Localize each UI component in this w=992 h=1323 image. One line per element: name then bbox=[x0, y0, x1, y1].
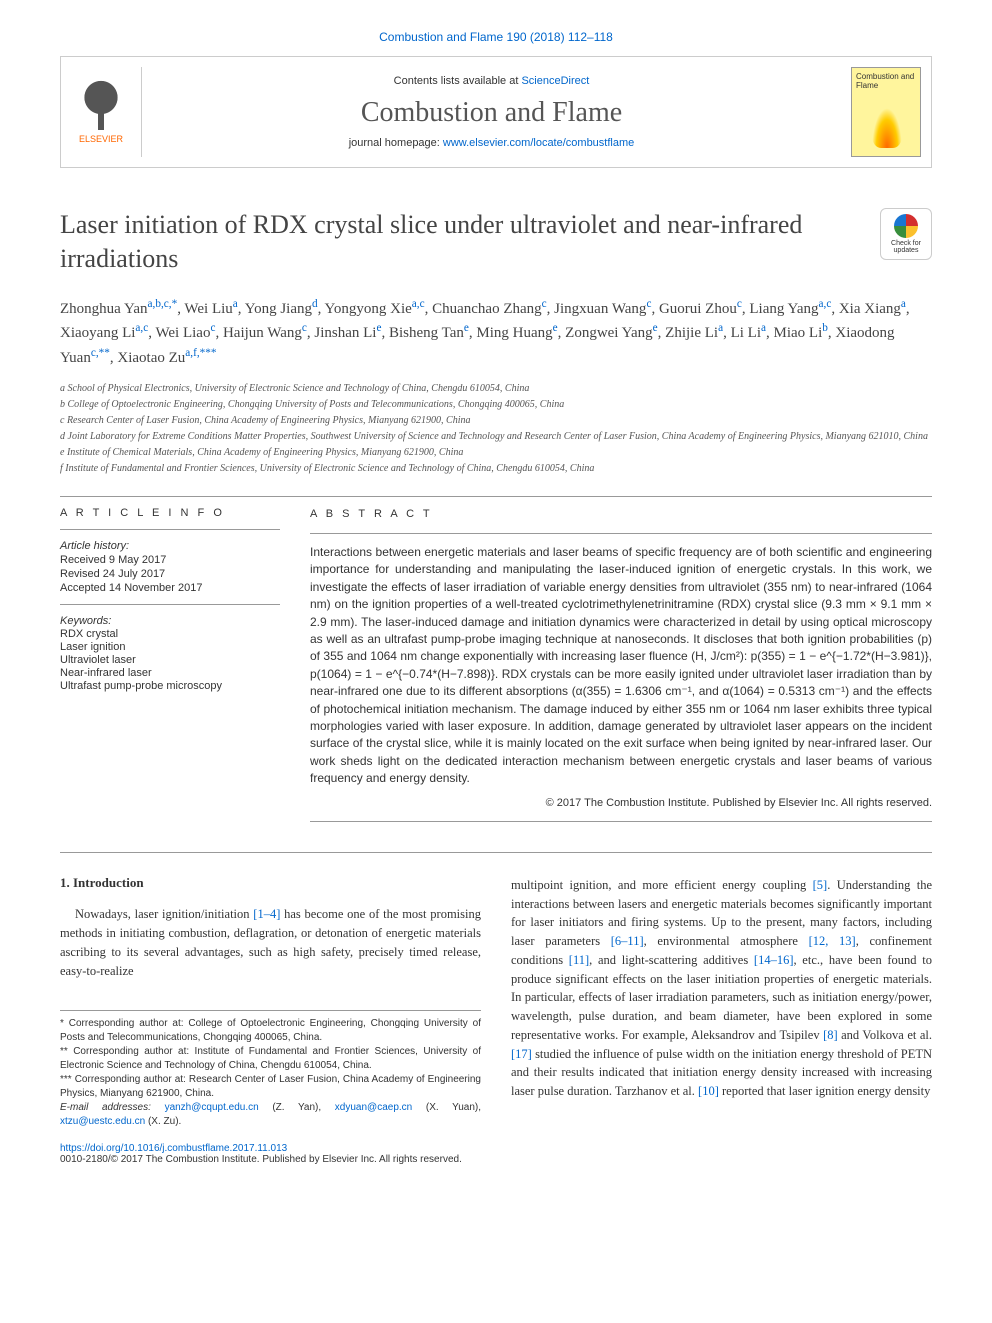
flame-icon bbox=[872, 108, 902, 148]
doi-link[interactable]: https://doi.org/10.1016/j.combustflame.2… bbox=[60, 1143, 287, 1154]
cover-label: Combustion and Flame bbox=[856, 72, 914, 90]
article-info: A R T I C L E I N F O Article history: R… bbox=[60, 507, 280, 832]
journal-header: ELSEVIER Contents lists available at Sci… bbox=[60, 56, 932, 168]
footnotes: * Corresponding author at: College of Op… bbox=[60, 1010, 481, 1129]
keyword: Near-infrared laser bbox=[60, 667, 280, 679]
email-label: E-mail addresses: bbox=[60, 1102, 151, 1113]
divider bbox=[60, 604, 280, 605]
body-paragraph: multipoint ignition, and more efficient … bbox=[511, 876, 932, 1101]
keyword: Ultrafast pump-probe microscopy bbox=[60, 680, 280, 692]
citation-line: Combustion and Flame 190 (2018) 112–118 bbox=[60, 30, 932, 44]
elsevier-tree-icon bbox=[76, 80, 126, 130]
keyword: Ultraviolet laser bbox=[60, 654, 280, 666]
info-heading: A R T I C L E I N F O bbox=[60, 507, 280, 519]
keywords-label: Keywords: bbox=[60, 615, 280, 627]
journal-cover-thumb[interactable]: Combustion and Flame bbox=[851, 67, 921, 157]
abstract-copyright: © 2017 The Combustion Institute. Publish… bbox=[310, 796, 932, 812]
elsevier-logo[interactable]: ELSEVIER bbox=[61, 67, 142, 157]
body-paragraph: Nowadays, laser ignition/initiation [1–4… bbox=[60, 905, 481, 980]
affiliation: a School of Physical Electronics, Univer… bbox=[60, 381, 932, 396]
contents-line: Contents lists available at ScienceDirec… bbox=[152, 75, 831, 87]
crossmark-icon bbox=[894, 214, 918, 238]
article-title: Laser initiation of RDX crystal slice un… bbox=[60, 208, 860, 276]
body-columns: 1. Introduction Nowadays, laser ignition… bbox=[60, 863, 932, 1129]
divider bbox=[310, 821, 932, 822]
divider bbox=[60, 496, 932, 497]
divider bbox=[310, 533, 932, 534]
footnote: ** Corresponding author at: Institute of… bbox=[60, 1045, 481, 1073]
doi-block: https://doi.org/10.1016/j.combustflame.2… bbox=[60, 1143, 932, 1165]
journal-title: Combustion and Flame bbox=[152, 97, 831, 129]
affiliation: c Research Center of Laser Fusion, China… bbox=[60, 413, 932, 428]
affiliations: a School of Physical Electronics, Univer… bbox=[60, 381, 932, 476]
contents-prefix: Contents lists available at bbox=[394, 75, 522, 87]
section-heading: 1. Introduction bbox=[60, 873, 481, 893]
email-line: E-mail addresses: yanzh@cqupt.edu.cn (Z.… bbox=[60, 1101, 481, 1129]
affiliation: d Joint Laboratory for Extreme Condition… bbox=[60, 429, 932, 444]
affiliation: e Institute of Chemical Materials, China… bbox=[60, 445, 932, 460]
footnote: * Corresponding author at: College of Op… bbox=[60, 1017, 481, 1045]
received: Received 9 May 2017 bbox=[60, 554, 280, 566]
homepage-line: journal homepage: www.elsevier.com/locat… bbox=[152, 137, 831, 149]
check-updates-badge[interactable]: Check for updates bbox=[880, 208, 932, 260]
check-line2: updates bbox=[894, 247, 919, 254]
accepted: Accepted 14 November 2017 bbox=[60, 582, 280, 594]
header-center: Contents lists available at ScienceDirec… bbox=[142, 65, 841, 159]
affiliation: f Institute of Fundamental and Frontier … bbox=[60, 461, 932, 476]
footnote: *** Corresponding author at: Research Ce… bbox=[60, 1073, 481, 1101]
homepage-link[interactable]: www.elsevier.com/locate/combustflame bbox=[443, 137, 634, 149]
keywords-block: Keywords: RDX crystal Laser ignition Ult… bbox=[60, 615, 280, 692]
abstract-heading: A B S T R A C T bbox=[310, 507, 932, 523]
keyword: Laser ignition bbox=[60, 641, 280, 653]
left-column: 1. Introduction Nowadays, laser ignition… bbox=[60, 863, 481, 1129]
affiliation: b College of Optoelectronic Engineering,… bbox=[60, 397, 932, 412]
right-column: multipoint ignition, and more efficient … bbox=[511, 863, 932, 1129]
homepage-prefix: journal homepage: bbox=[349, 137, 443, 149]
keyword: RDX crystal bbox=[60, 628, 280, 640]
divider bbox=[60, 529, 280, 530]
history-label: Article history: bbox=[60, 540, 280, 552]
abstract-block: A B S T R A C T Interactions between ene… bbox=[310, 507, 932, 832]
abstract-text: Interactions between energetic materials… bbox=[310, 544, 932, 787]
sciencedirect-link[interactable]: ScienceDirect bbox=[521, 75, 589, 87]
citation-link[interactable]: Combustion and Flame 190 (2018) 112–118 bbox=[379, 30, 613, 44]
revised: Revised 24 July 2017 bbox=[60, 568, 280, 580]
authors-list: Zhonghua Yana,b,c,*, Wei Liua, Yong Jian… bbox=[60, 296, 932, 370]
check-line1: Check for bbox=[891, 240, 921, 247]
elsevier-name: ELSEVIER bbox=[79, 134, 123, 144]
issn-line: 0010-2180/© 2017 The Combustion Institut… bbox=[60, 1154, 462, 1165]
divider bbox=[60, 852, 932, 853]
